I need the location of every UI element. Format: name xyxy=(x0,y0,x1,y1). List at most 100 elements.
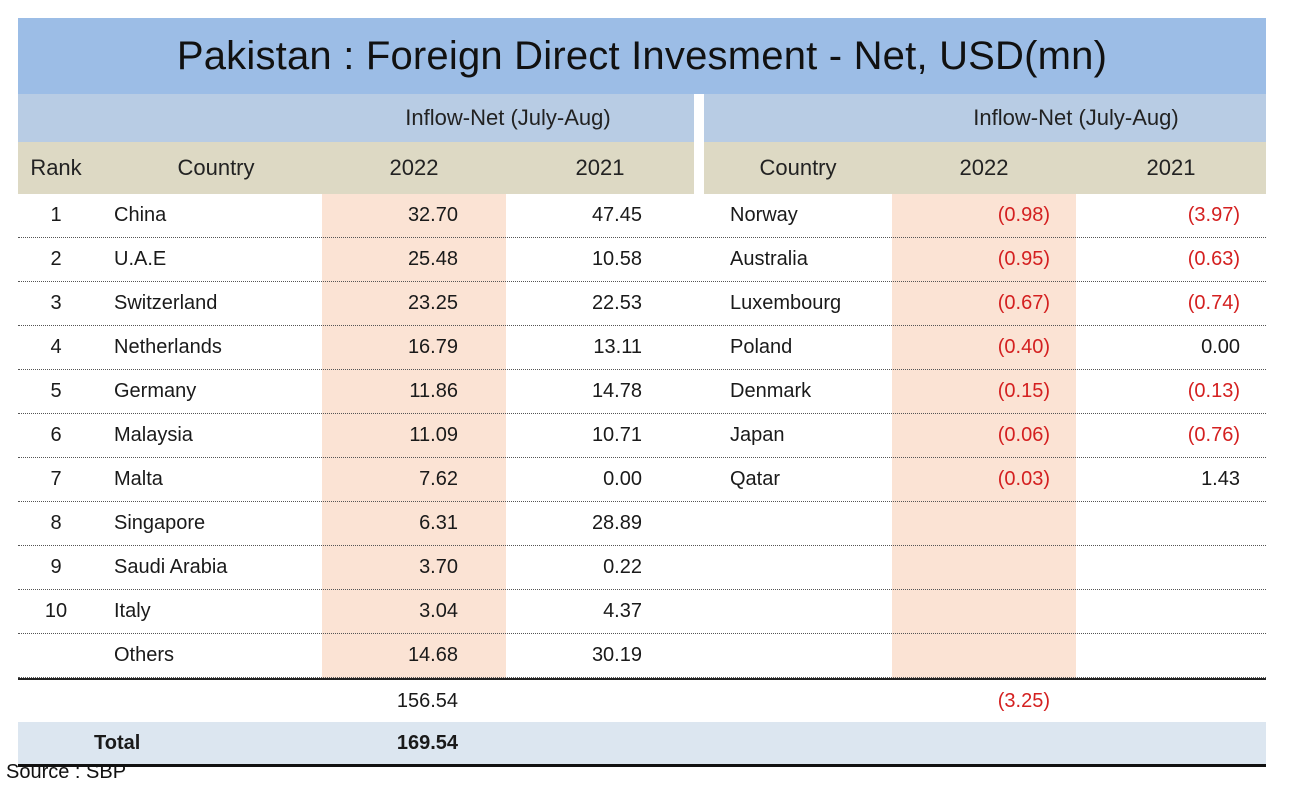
table-row: 3 Switzerland 23.25 22.53 Luxembourg (0.67) (0… xyxy=(18,282,1266,326)
country-cell-right: Poland xyxy=(730,336,793,358)
rank-cell: 9 xyxy=(50,556,62,578)
col-header-country-left: Country xyxy=(177,155,255,180)
table-title: Pakistan : Foreign Direct Invesment - Ne… xyxy=(18,18,1266,94)
value-2021-left: 10.71 xyxy=(591,424,642,446)
value-2022-right: (0.03) xyxy=(997,468,1050,490)
table-body: 1 China 32.70 47.45 Norway (0.98) (3.97) 2 U.A.E… xyxy=(18,194,1266,678)
value-2021-right: 1.43 xyxy=(1201,468,1240,490)
country-cell-right: Qatar xyxy=(730,468,781,490)
table-row: 10 Italy 3.04 4.37 xyxy=(18,590,1266,634)
value-2022-left: 16.79 xyxy=(407,336,458,358)
country-cell-left: Switzerland xyxy=(114,292,218,314)
rank-cell: 2 xyxy=(50,248,62,270)
value-2022-left: 11.09 xyxy=(409,424,458,446)
country-cell-left: China xyxy=(114,204,167,226)
table-row: 5 Germany 11.86 14.78 Denmark (0.15) (0.13) xyxy=(18,370,1266,414)
group-header-row: Inflow-Net (July-Aug) Inflow-Net (July-A… xyxy=(18,94,1266,142)
highlight-column-right xyxy=(892,194,1076,678)
value-2022-left: 3.70 xyxy=(419,556,458,578)
rank-cell: 3 xyxy=(50,292,62,314)
value-2022-left: 7.62 xyxy=(419,468,458,490)
value-2021-left: 4.37 xyxy=(603,600,642,622)
value-2022-right: (0.98) xyxy=(997,204,1050,226)
value-2021-left: 10.58 xyxy=(591,248,642,270)
country-cell-right: Japan xyxy=(730,424,785,446)
header-gap xyxy=(694,94,704,142)
value-2022-left: 3.04 xyxy=(419,600,458,622)
value-2021-right: (0.76) xyxy=(1187,424,1240,446)
value-2021-left: 14.78 xyxy=(591,380,642,402)
value-2021-right: (3.97) xyxy=(1187,204,1240,226)
total-label: Total xyxy=(94,731,141,754)
group-header-right: Inflow-Net (July-Aug) xyxy=(704,94,1266,142)
rank-cell: 7 xyxy=(50,468,62,490)
total-row: Total 169.54 xyxy=(18,722,1266,767)
subtotal-left-2022: 156.54 xyxy=(396,689,458,712)
table-row: 1 China 32.70 47.45 Norway (0.98) (3.97) xyxy=(18,194,1266,238)
table-row: 7 Malta 7.62 0.00 Qatar (0.03) 1.43 xyxy=(18,458,1266,502)
value-2022-right: (0.06) xyxy=(997,424,1050,446)
source-note: Source : SBP xyxy=(6,761,127,783)
col-header-country-right: Country xyxy=(759,155,837,180)
table-row: Others 14.68 30.19 xyxy=(18,634,1266,678)
total-value: 169.54 xyxy=(396,731,458,754)
col-header-2021-right: 2021 xyxy=(1146,155,1196,180)
table-row: 9 Saudi Arabia 3.70 0.22 xyxy=(18,546,1266,590)
table-row: 8 Singapore 6.31 28.89 xyxy=(18,502,1266,546)
country-cell-left: Singapore xyxy=(114,512,206,534)
rank-cell: 5 xyxy=(50,380,62,402)
col-header-2021-left: 2021 xyxy=(575,155,625,180)
subtotal-row: 156.54 (3.25) xyxy=(18,678,1266,722)
rank-cell xyxy=(18,634,94,677)
value-2022-left: 32.70 xyxy=(407,204,458,226)
country-cell-left: Italy xyxy=(114,600,151,622)
value-2021-left: 13.11 xyxy=(593,336,642,358)
value-2022-left: 6.31 xyxy=(419,512,458,534)
country-cell-left: Germany xyxy=(114,380,197,402)
value-2021-left: 0.00 xyxy=(603,468,642,490)
country-cell-right: Luxembourg xyxy=(730,292,842,314)
country-cell-right: Norway xyxy=(730,204,798,226)
value-2022-left: 11.86 xyxy=(409,380,458,402)
country-cell-right: Australia xyxy=(730,248,808,270)
table-grid: Inflow-Net (July-Aug) Inflow-Net (July-A… xyxy=(18,94,1266,767)
country-cell-left: U.A.E xyxy=(114,248,167,270)
header-gap xyxy=(694,142,704,194)
value-2022-right: (0.40) xyxy=(997,336,1050,358)
value-2021-left: 28.89 xyxy=(591,512,642,534)
rank-cell: 6 xyxy=(50,424,62,446)
highlight-column-left xyxy=(322,194,506,678)
value-2021-left: 0.22 xyxy=(603,556,642,578)
country-cell-left: Malta xyxy=(114,468,163,490)
col-header-rank: Rank xyxy=(30,155,82,180)
value-2021-right: (0.63) xyxy=(1187,248,1240,270)
rank-cell: 1 xyxy=(50,204,62,226)
value-2022-right: (0.67) xyxy=(997,292,1050,314)
value-2021-left: 30.19 xyxy=(591,644,642,666)
data-rows: 1 China 32.70 47.45 Norway (0.98) (3.97) 2 U.A.E… xyxy=(18,194,1266,678)
value-2022-right: (0.15) xyxy=(997,380,1050,402)
value-2021-left: 47.45 xyxy=(591,204,642,226)
value-2021-right: (0.74) xyxy=(1187,292,1240,314)
subtotal-right-2022: (3.25) xyxy=(997,689,1050,712)
col-header-2022-right: 2022 xyxy=(959,155,1009,180)
value-2022-left: 25.48 xyxy=(407,248,458,270)
country-cell-left: Malaysia xyxy=(114,424,193,446)
fdi-table: Pakistan : Foreign Direct Invesment - Ne… xyxy=(18,18,1266,767)
value-2022-right: (0.95) xyxy=(997,248,1050,270)
value-2022-left: 14.68 xyxy=(407,644,458,666)
rank-cell: 4 xyxy=(50,336,62,358)
value-2021-right: 0.00 xyxy=(1201,336,1240,358)
country-cell-left: Others xyxy=(114,644,175,666)
value-2021-right: (0.13) xyxy=(1187,380,1240,402)
country-cell-right: Denmark xyxy=(730,380,812,402)
rank-cell: 8 xyxy=(50,512,62,534)
country-cell-left: Netherlands xyxy=(114,336,222,358)
group-header-right-label: Inflow-Net (July-Aug) xyxy=(973,105,1179,130)
value-2022-left: 23.25 xyxy=(407,292,458,314)
col-header-2022-left: 2022 xyxy=(389,155,439,180)
value-2021-left: 22.53 xyxy=(591,292,642,314)
table-row: 4 Netherlands 16.79 13.11 Poland (0.40) 0.00 xyxy=(18,326,1266,370)
group-header-left: Inflow-Net (July-Aug) xyxy=(405,105,611,130)
table-row: 6 Malaysia 11.09 10.71 Japan (0.06) (0.76) xyxy=(18,414,1266,458)
